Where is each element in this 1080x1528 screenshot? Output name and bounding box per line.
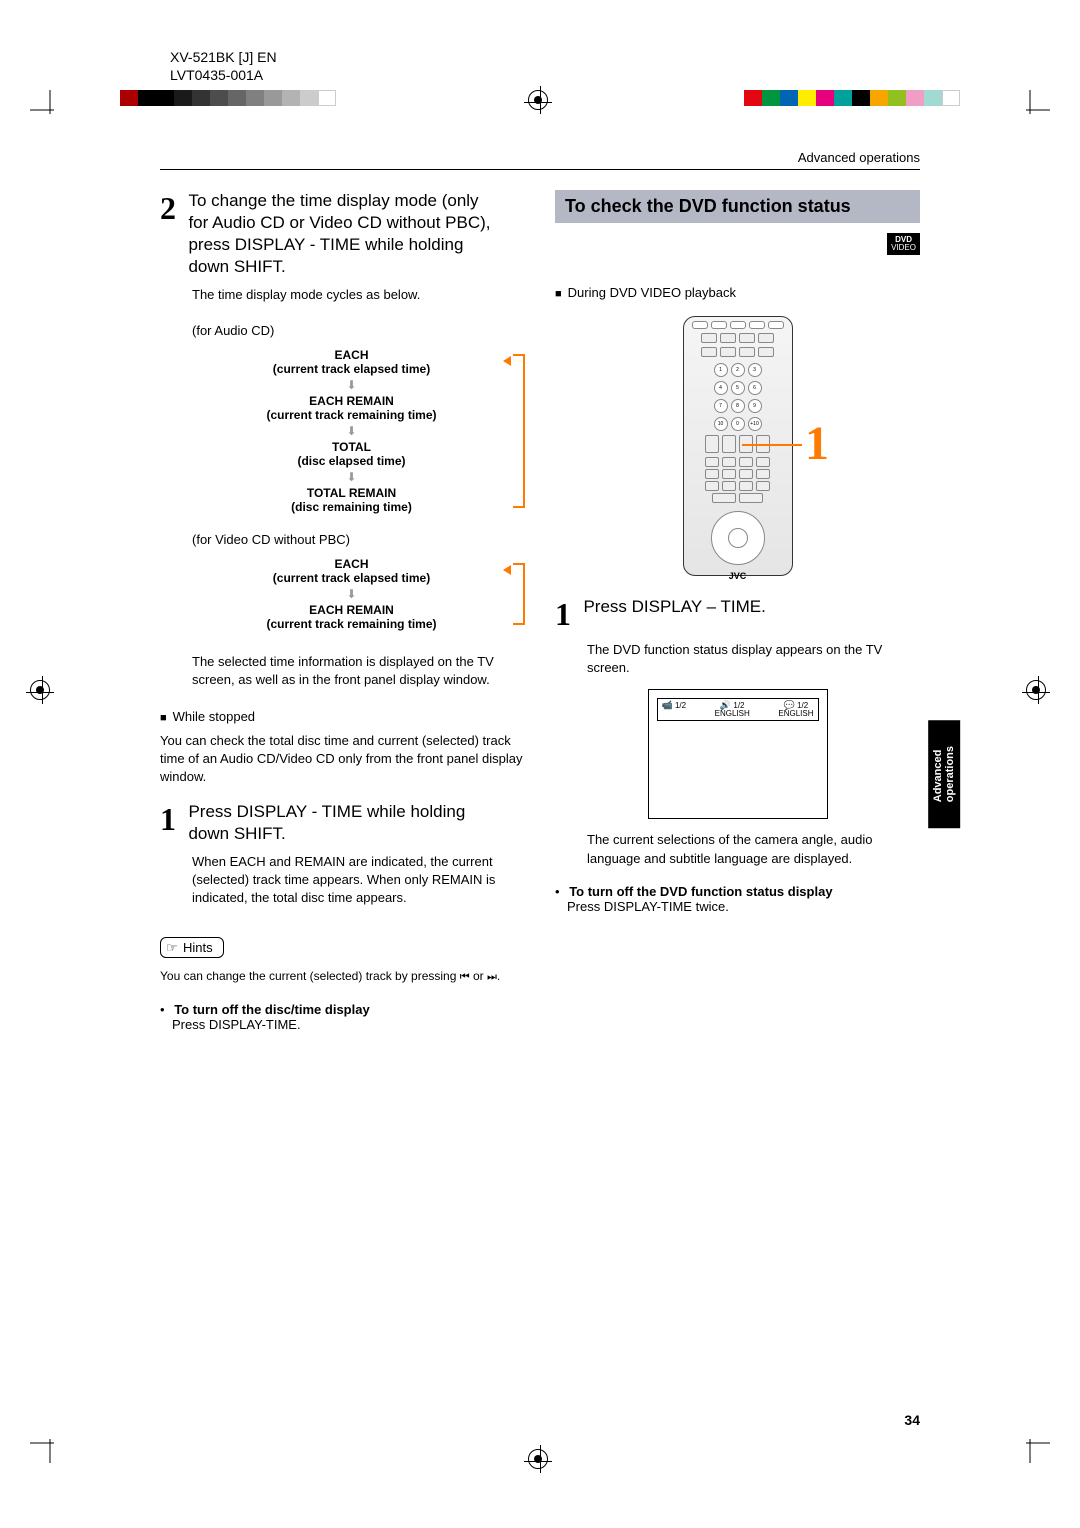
crop-mark [30,90,64,129]
cycle-video: EACH(current track elapsed time) ⬇ EACH RE… [192,557,525,631]
step-subtext: When EACH and REMAIN are indicated, the … [192,853,525,908]
tv-screen-box: 📹 1/2 🔊 1/2ENGLISH 💬 1/2ENGLISH [648,689,828,819]
tv-osd: 📹 1/2 🔊 1/2ENGLISH 💬 1/2ENGLISH [657,698,819,721]
cycle-mode-desc: (current track elapsed time) [192,571,511,585]
angle-indicator: 📹 1/2 [662,701,687,718]
model-line: XV-521BK [J] EN [170,48,277,66]
registration-mark [1026,680,1050,704]
arrow-down-icon: ⬇ [192,424,511,438]
subtitle-indicator: 💬 1/2ENGLISH [778,701,813,718]
stopped-text: You can check the total disc time and cu… [160,732,525,787]
section-side-tab: Advanced operations [928,720,960,828]
doc-header: XV-521BK [J] EN LVT0435-001A [170,48,277,84]
cycle-mode-desc: (current track remaining time) [192,617,511,631]
while-stopped-heading: While stopped [160,709,525,724]
turnoff-left: To turn off the disc/time display Press … [160,1002,525,1032]
remote-illustration: 123 456 789 100+10 JVC [683,316,793,576]
cycle-mode-title: EACH REMAIN [192,603,511,617]
step-subtext: The time display mode cycles as below. [192,286,525,304]
step-text: To change the time display mode (only fo… [188,190,498,278]
audio-indicator: 🔊 1/2ENGLISH [715,701,750,718]
hints-label: Hints [160,937,224,958]
registration-mark [528,90,552,114]
video-cd-caption: (for Video CD without PBC) [192,532,525,547]
dvd-video-badge: DVD VIDEO [887,233,920,255]
cycle-audio: EACH(current track elapsed time) ⬇ EACH RE… [192,348,525,514]
after-cycle-text: The selected time information is display… [192,653,525,689]
cycle-mode-title: EACH [192,348,511,362]
step-number: 1 [160,801,176,838]
colorbar-right [744,90,960,106]
page-content: Advanced operations 2 To change the time… [160,150,920,1032]
colorbar-left [120,90,336,106]
step-text: Press DISPLAY – TIME. [583,596,893,618]
registration-mark [528,1449,552,1473]
crop-mark [30,1429,64,1468]
step-subtext: The DVD function status display appears … [587,641,920,677]
arrow-down-icon: ⬇ [192,587,511,601]
callout-line [742,444,802,446]
during-playback-heading: During DVD VIDEO playback [555,285,920,300]
step-number: 1 [555,596,571,633]
page-number: 34 [904,1412,920,1428]
next-icon: ⏭ [487,971,497,983]
step-text: Press DISPLAY - TIME while holding down … [188,801,498,845]
turnoff-right: To turn off the DVD function status disp… [555,884,920,914]
running-head: Advanced operations [160,150,920,165]
header-rule [160,169,920,170]
cycle-mode-desc: (current track remaining time) [192,408,511,422]
arrow-down-icon: ⬇ [192,378,511,392]
cycle-mode-desc: (disc elapsed time) [192,454,511,468]
step-number: 2 [160,190,176,227]
cycle-mode-title: EACH [192,557,511,571]
cycle-mode-desc: (disc remaining time) [192,500,511,514]
left-column: 2 To change the time display mode (only … [160,190,525,1032]
cycle-mode-desc: (current track elapsed time) [192,362,511,376]
cycle-mode-title: EACH REMAIN [192,394,511,408]
crop-mark [1016,1429,1050,1468]
registration-mark [30,680,54,704]
right-title-bar: To check the DVD function status [555,190,920,223]
hints-text: You can change the current (selected) tr… [160,968,525,985]
right-column: To check the DVD function status DVD VID… [555,190,920,1032]
remote-brand: JVC [684,571,792,581]
after-tv-text: The current selections of the camera ang… [587,831,920,867]
audio-cd-caption: (for Audio CD) [192,323,525,338]
prev-icon: ⏮ [460,971,470,983]
callout-number: 1 [805,416,829,471]
remote-diagram: 123 456 789 100+10 JVC 1 [555,316,920,576]
crop-mark [1016,90,1050,129]
cycle-mode-title: TOTAL [192,440,511,454]
cycle-mode-title: TOTAL REMAIN [192,486,511,500]
arrow-down-icon: ⬇ [192,470,511,484]
docid-line: LVT0435-001A [170,66,277,84]
